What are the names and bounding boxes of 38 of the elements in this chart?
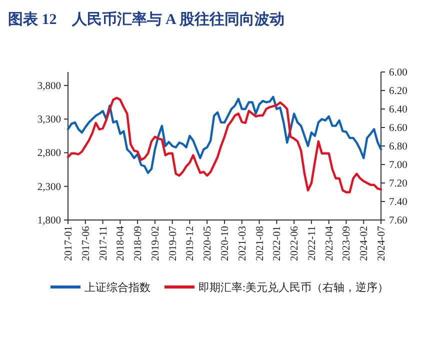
x-tick-label: 2019-02 [150,226,162,261]
y-tick-label: 3,800 [37,80,61,92]
x-tick-label: 2021-03 [237,226,248,261]
x-tick-label: 2020-05 [202,226,214,261]
line-series [66,96,382,194]
line-series [66,96,382,174]
chart-title: 图表 12 人民币汇率与 A 股往往同向波动 [8,10,284,28]
x-tick-label: 2022-06 [290,226,301,261]
x-tick-label: 2023-04 [324,225,336,261]
x-tick-label: 2021-08 [254,226,266,261]
x-tick-label: 2018-09 [133,226,144,261]
x-tick-label: 2018-04 [116,225,127,261]
x-tick-label: 2019-07 [168,226,179,261]
y-tick-label: 3,300 [37,114,61,126]
y2-tick-label: 7.40 [389,197,408,208]
y-tick-label: 1,800 [37,216,61,226]
legend-label: 即期汇率:美元兑人民币（右轴，逆序） [198,281,389,294]
y2-tick-label: 7.00 [389,160,408,171]
x-tick-label: 2017-11 [98,226,110,261]
y2-tick-label: 6.40 [389,104,408,116]
y-tick-label: 2,300 [37,182,61,193]
x-tick-label: 2017-06 [80,226,92,261]
x-tick-label: 2017-01 [64,226,74,261]
y2-tick-label: 6.80 [389,142,408,152]
legend-label: 上证综合指数 [84,281,150,294]
x-tick-label: 2023-09 [342,226,353,261]
x-tick-label: 2022-01 [272,226,284,261]
x-tick-label: 2024-02 [359,226,370,261]
y2-tick-label: 7.60 [389,216,408,226]
y2-tick-label: 6.20 [389,86,408,97]
x-tick-label: 2020-10 [220,226,231,261]
x-tick-label: 2019-12 [185,226,196,261]
y2-tick-label: 6.00 [389,68,408,78]
x-tick-label: 2022-11 [306,226,318,261]
y2-tick-label: 6.60 [389,123,408,134]
x-tick-label: 2024-07 [376,226,388,261]
y2-tick-label: 7.20 [389,178,408,190]
y-tick-label: 2,800 [37,148,61,160]
